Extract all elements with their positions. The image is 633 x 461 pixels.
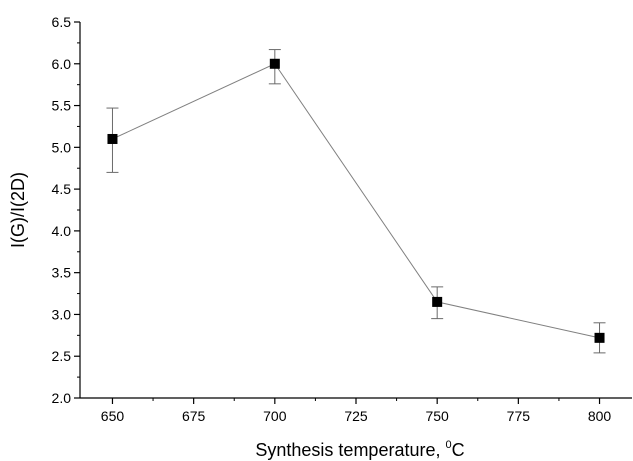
data-point-marker	[107, 133, 118, 144]
y-tick-label: 6.0	[52, 56, 72, 72]
y-tick-label: 4.0	[52, 223, 72, 239]
y-tick-label: 3.5	[52, 265, 72, 281]
y-tick-label: 3.0	[52, 306, 72, 322]
x-tick-label: 775	[507, 408, 531, 424]
x-ticks: 650 675 700 725 750 775 800	[101, 398, 612, 424]
x-tick-label: 700	[263, 408, 287, 424]
x-tick-label: 650	[101, 408, 125, 424]
y-tick-label: 2.5	[52, 348, 72, 364]
y-tick-label: 6.5	[52, 14, 72, 30]
y-tick-label: 5.0	[52, 139, 72, 155]
x-tick-label: 725	[344, 408, 368, 424]
axes	[79, 22, 632, 399]
x-tick-label: 675	[182, 408, 206, 424]
y-tick-label: 2.0	[52, 390, 72, 406]
x-axis-title: Synthesis temperature, 0C	[255, 439, 464, 460]
data-point-marker	[269, 58, 280, 69]
y-tick-label: 4.5	[52, 181, 72, 197]
y-ticks: 2.0 2.5 3.0 3.5 4.0 4.5 5.0 5.5 6.0 6.5	[52, 14, 80, 406]
data-point-marker	[432, 296, 443, 307]
data-point-marker	[594, 332, 605, 343]
x-axis-title-unit: C	[452, 440, 465, 460]
x-tick-label: 750	[425, 408, 449, 424]
y-tick-label: 5.5	[52, 98, 72, 114]
series-line	[112, 63, 600, 339]
series-layer	[106, 49, 606, 354]
x-axis-title-text: Synthesis temperature,	[255, 440, 445, 460]
x-tick-label: 800	[588, 408, 612, 424]
y-axis-title: I(G)/I(2D)	[8, 172, 28, 248]
x-axis-title-superscript: 0	[445, 439, 451, 451]
